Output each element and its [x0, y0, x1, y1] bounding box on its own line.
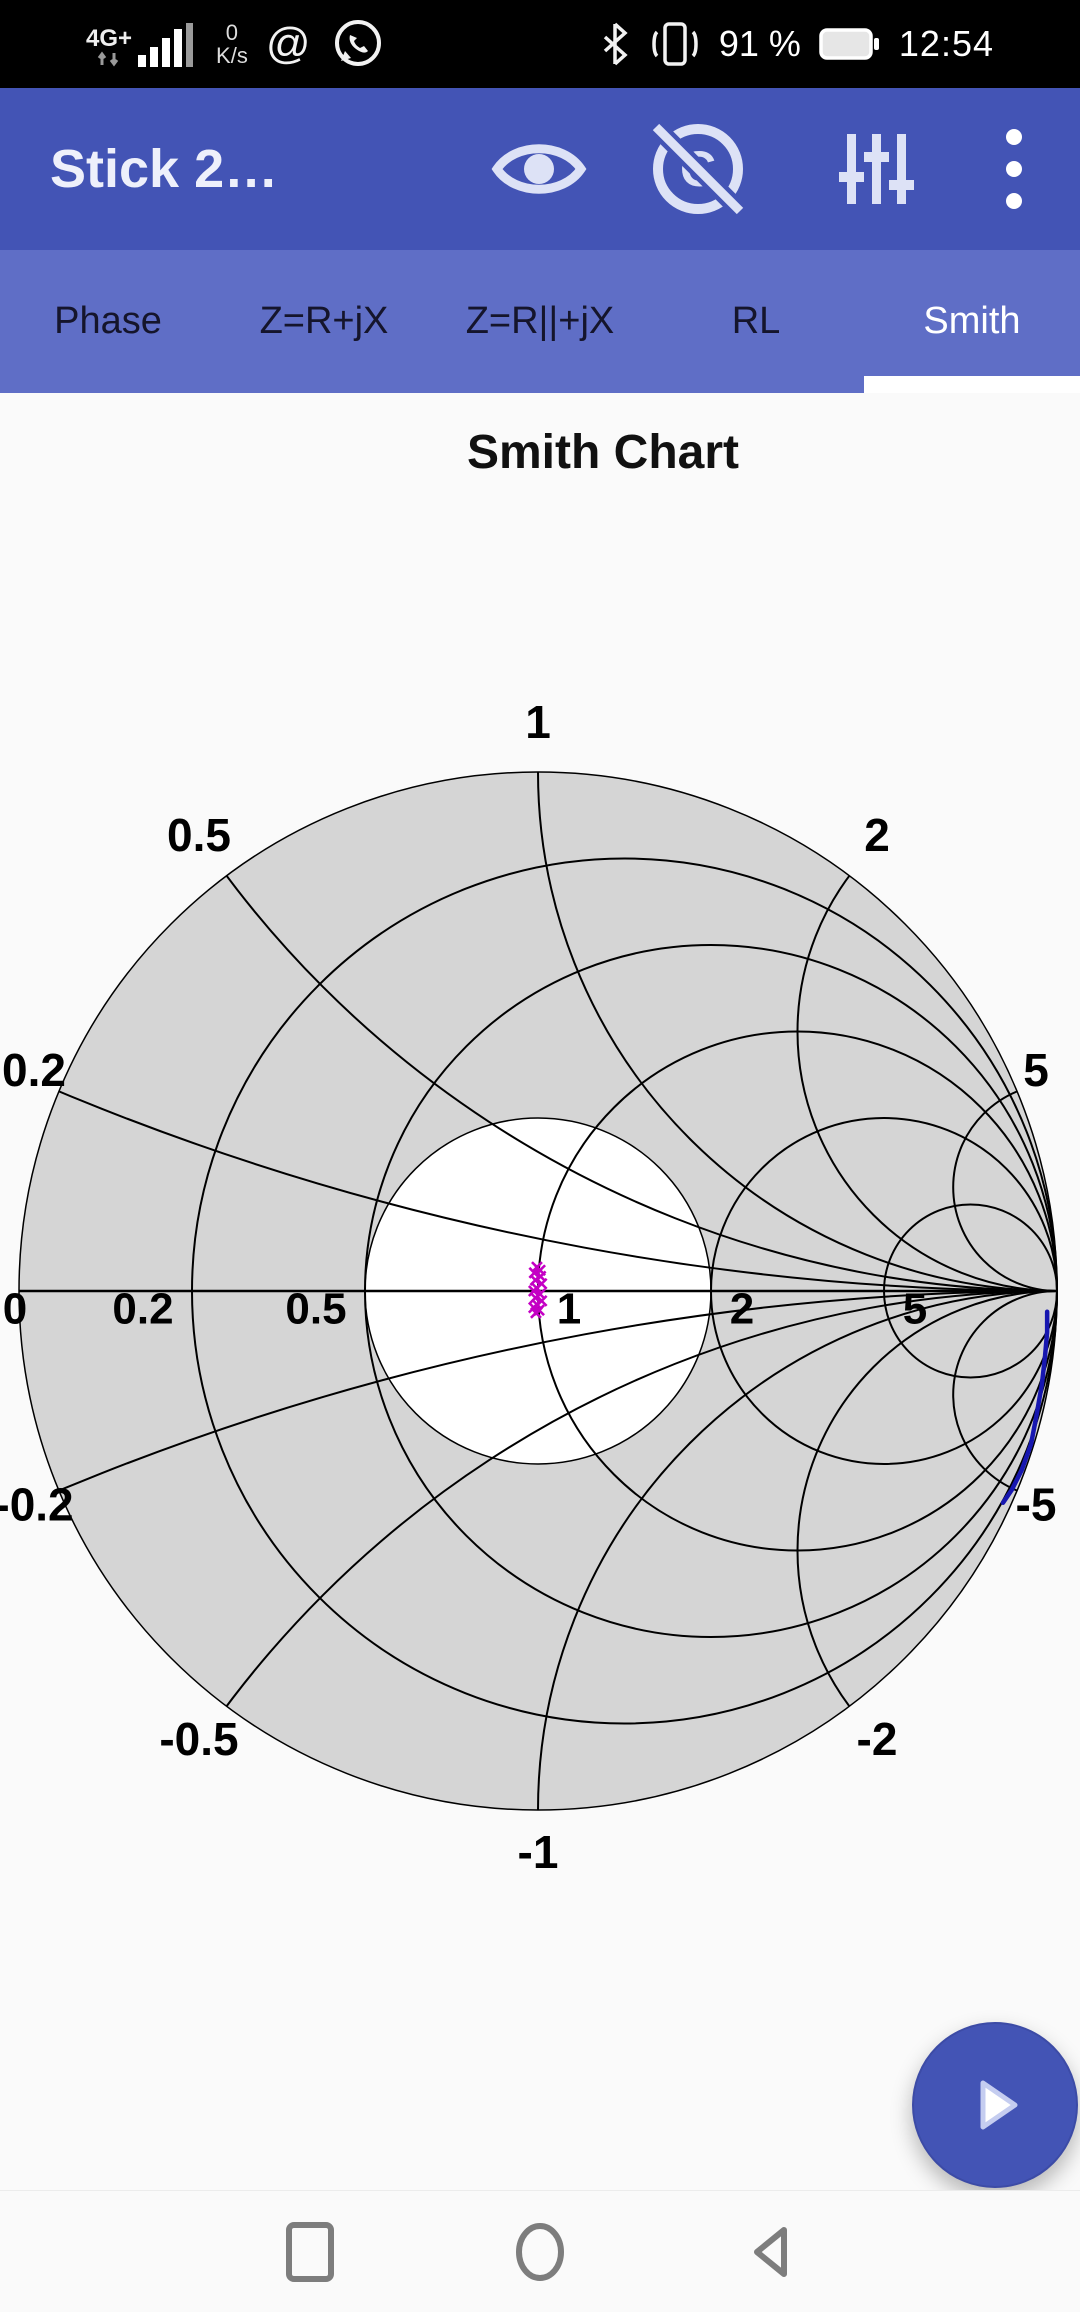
start-sweep-fab[interactable]	[912, 2022, 1078, 2188]
sweep-trace	[1000, 1309, 1050, 1506]
recents-icon	[286, 2222, 334, 2282]
overflow-menu-icon	[1006, 129, 1022, 209]
reactance-arc	[796, 772, 1057, 1292]
speed-value: 0	[225, 19, 239, 45]
recents-button[interactable]	[278, 2220, 342, 2284]
resistance-label: 1	[557, 1285, 581, 1334]
reactance-label: -5	[1016, 1478, 1057, 1530]
tab-phase[interactable]: Phase	[54, 300, 162, 342]
tab-bar: Phase Z=R+jX Z=R||+jX RL Smith	[0, 250, 1080, 393]
reactance-label: -2	[857, 1713, 898, 1765]
reactance-label: -1	[518, 1826, 559, 1878]
email-at-icon: @	[265, 19, 311, 68]
app-bar: Stick 2… C	[0, 88, 1080, 250]
measurement-scatter	[527, 1261, 548, 1319]
reactance-label: -0.5	[159, 1713, 238, 1765]
reactance-arc	[19, 1290, 1057, 1810]
back-button[interactable]	[738, 2220, 802, 2284]
status-right: 91 % 12:54	[599, 19, 994, 69]
reactance-label: 2	[864, 809, 890, 861]
network-type-label: 4G+	[86, 25, 133, 52]
reactance-label: 0.5	[167, 809, 231, 861]
battery-icon	[819, 28, 879, 60]
app-title: Stick 2…	[50, 139, 279, 199]
overflow-menu-button[interactable]	[959, 104, 1069, 234]
tuner-sliders-icon	[839, 134, 914, 204]
calibration-off-icon: C	[649, 120, 747, 218]
vswr-circle	[364, 1117, 712, 1465]
reactance-label: 0.2	[2, 1044, 66, 1096]
reactance-label: 1	[525, 696, 551, 748]
back-icon	[754, 2227, 787, 2277]
speed-unit: K/s	[216, 43, 248, 68]
tab-z-series[interactable]: Z=R+jX	[259, 300, 389, 342]
reactance-arc	[952, 1290, 1057, 1500]
resistance-label: 0.5	[285, 1285, 346, 1334]
reactance-arc	[19, 1290, 1057, 1810]
resistance-label: 0.2	[112, 1285, 173, 1334]
show-values-button[interactable]	[484, 104, 594, 234]
status-bar: 4G+ 0 K/s @	[0, 0, 1080, 88]
vibrate-icon	[652, 22, 698, 66]
home-icon	[516, 2223, 564, 2281]
resistance-label: 2	[730, 1285, 754, 1334]
network-speed: 0 K/s	[216, 21, 248, 67]
updown-arrows-icon	[97, 51, 119, 67]
chart-labels: 1 0.5 0.2 2 5 -0.2 -0.5 -1 -2 -5 0 0.2 0.5 1 2 5	[0, 696, 1056, 1878]
resistance-circle	[710, 1117, 1058, 1465]
bluetooth-icon	[603, 22, 628, 66]
resistance-circle	[364, 944, 1058, 1638]
eye-icon	[491, 144, 587, 194]
clock-label: 12:54	[898, 23, 994, 64]
signal-strength-icon: 4G+	[86, 21, 198, 67]
reactance-label: 5	[1023, 1044, 1049, 1096]
outer-circle	[18, 771, 1058, 1811]
reactance-arc	[952, 1082, 1057, 1292]
play-icon	[980, 2080, 1018, 2130]
resistance-circle	[883, 1203, 1058, 1379]
resistance-label: 0	[3, 1285, 27, 1334]
tab-rl[interactable]: RL	[731, 300, 781, 342]
tuner-button[interactable]	[821, 104, 931, 234]
whatsapp-icon	[334, 20, 381, 66]
home-button[interactable]	[508, 2220, 572, 2284]
tab-smith[interactable]: Smith	[923, 300, 1021, 342]
status-left: 4G+ 0 K/s @	[86, 15, 387, 73]
chart-title: Smith Chart	[466, 426, 739, 479]
reactance-arc	[537, 772, 1057, 1292]
tab-z-parallel[interactable]: Z=R||+jX	[465, 300, 615, 342]
navigation-bar	[0, 2190, 1080, 2312]
battery-percent-label: 91 %	[718, 23, 801, 64]
signal-bars-icon	[138, 23, 194, 67]
resistance-label: 5	[903, 1285, 927, 1334]
resistance-circle	[191, 857, 1058, 1725]
reactance-arc	[796, 1290, 1057, 1810]
reactance-label: -0.2	[0, 1478, 74, 1530]
resistance-circle	[537, 1030, 1058, 1552]
selected-tab-indicator	[864, 376, 1080, 393]
calibration-off-button[interactable]: C	[643, 104, 753, 234]
